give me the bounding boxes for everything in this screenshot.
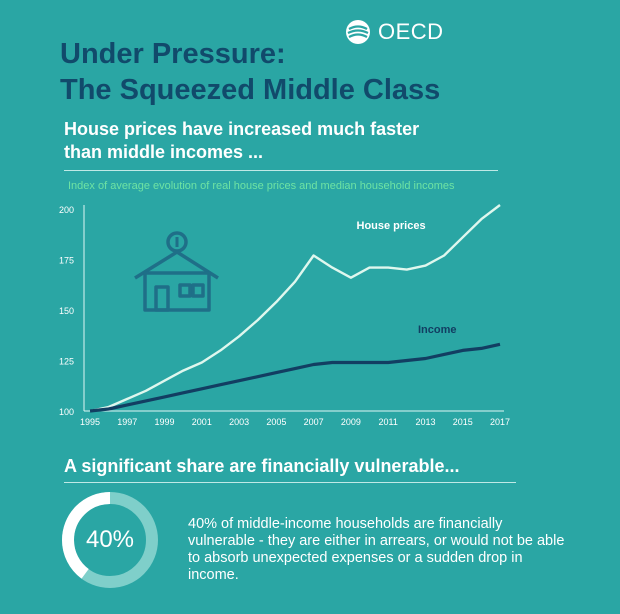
x-tick-label: 2003 [229,417,249,427]
house-prices-line [89,204,501,413]
donut-value: 40% [85,526,135,553]
title-line-2: The Squeezed Middle Class [60,74,441,106]
y-tick-label: 125 [59,357,74,367]
page-title: Under Pressure: The Squeezed Middle Clas… [60,36,440,108]
x-tick-label: 2015 [453,417,473,427]
x-tick-label: 2007 [304,417,324,427]
oecd-logo: OECD [344,16,444,48]
x-tick-label: 1997 [117,417,137,427]
x-tick-label: 2009 [341,417,361,427]
chart-caption: Index of average evolution of real house… [68,180,455,192]
donut-fill [62,492,158,588]
y-tick-label: 150 [59,306,74,316]
logo-text: OECD [378,19,444,44]
income-line [89,342,501,413]
x-tick-label: 1995 [80,417,100,427]
x-tick-label: 2017 [490,417,510,427]
x-tick-label: 2005 [266,417,286,427]
line-chart: 100 125 150 175 200 1995 1997 1999 2001 2003 2005… [59,204,510,427]
heading-line-1: House prices have increased much faster [64,119,420,139]
y-tick-label: 200 [59,205,74,215]
vulnerable-description: 40% of middle-income households are fina… [188,516,565,583]
vulnerable-heading: A significant share are financially vuln… [64,456,460,476]
house-icon [134,231,219,312]
heading-line-2: than middle incomes ... [64,142,264,162]
x-tick-label: 1999 [155,417,175,427]
x-tick-label: 2013 [415,417,435,427]
income-series-label: Income [418,324,457,336]
heading-divider [64,170,498,171]
vulnerable-share-donut [62,492,158,588]
house-prices-series-label: House prices [357,220,426,232]
y-tick-label: 175 [59,256,74,266]
section-divider [64,482,516,483]
title-line-1: Under Pressure: [60,38,286,70]
x-tick-label: 2011 [379,417,398,427]
y-axis: 100 125 150 175 200 [59,205,85,417]
house-prices-heading: House prices have increased much faster … [64,118,524,164]
oecd-globe-icon [346,20,370,44]
x-tick-label: 2001 [192,417,212,427]
y-tick-label: 100 [59,407,74,417]
x-axis: 1995 1997 1999 2001 2003 2005 2007 2009 2011 2013… [80,410,510,427]
